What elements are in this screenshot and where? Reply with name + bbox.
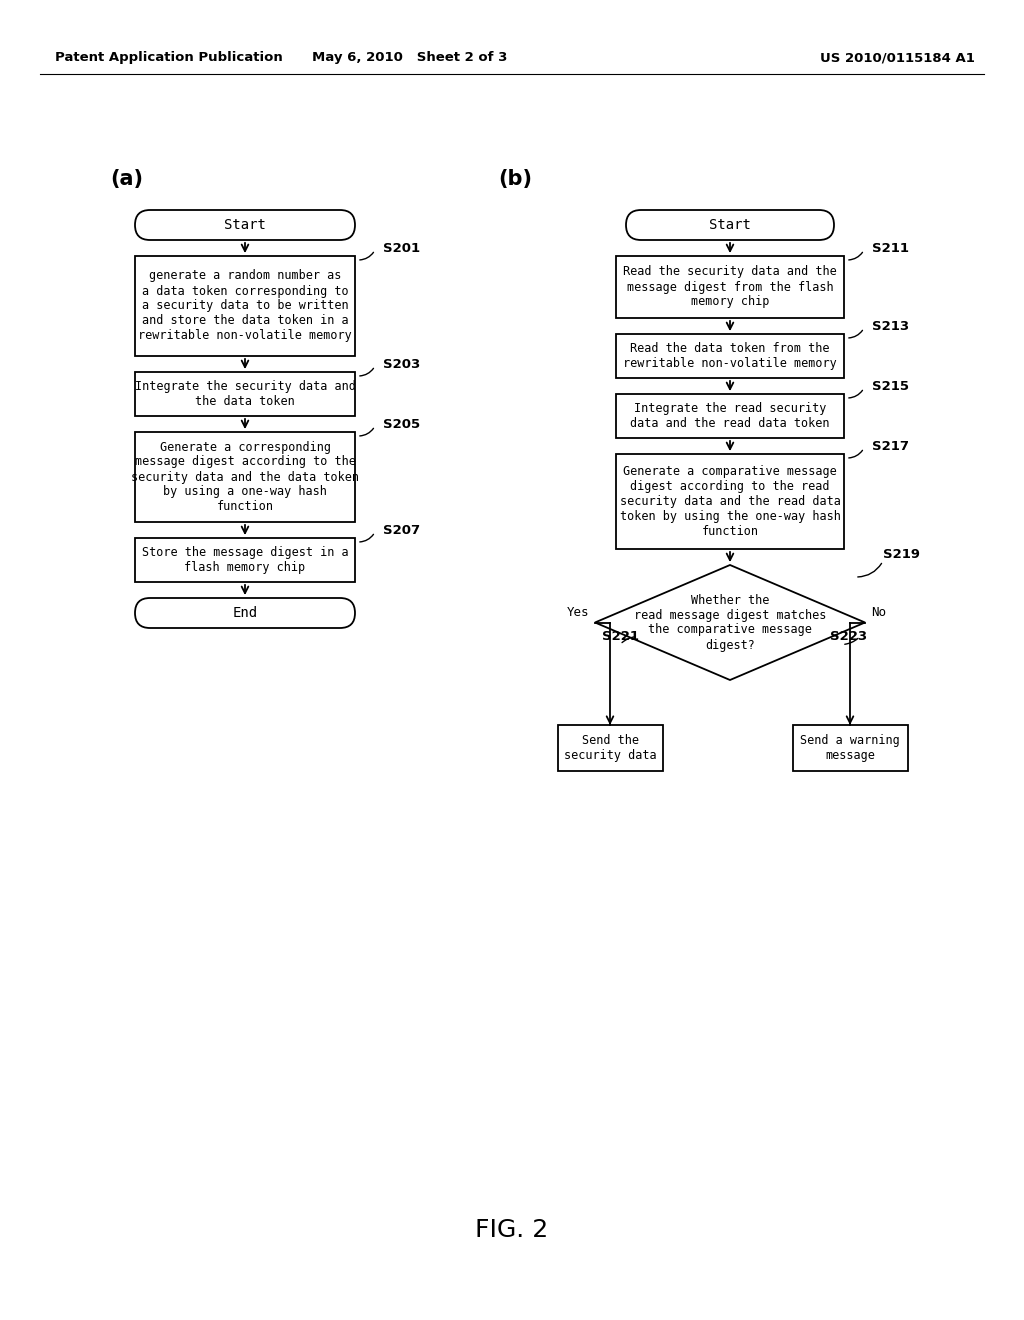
Text: (b): (b) xyxy=(498,169,532,189)
Text: End: End xyxy=(232,606,258,620)
Text: Send the
security data: Send the security data xyxy=(563,734,656,762)
FancyBboxPatch shape xyxy=(135,598,355,628)
Text: S221: S221 xyxy=(602,631,639,644)
Text: S203: S203 xyxy=(383,358,420,371)
Text: Read the security data and the
message digest from the flash
memory chip: Read the security data and the message d… xyxy=(624,265,837,309)
Text: S211: S211 xyxy=(872,242,909,255)
Text: S215: S215 xyxy=(872,380,909,392)
Text: US 2010/0115184 A1: US 2010/0115184 A1 xyxy=(820,51,975,65)
Text: Store the message digest in a
flash memory chip: Store the message digest in a flash memo… xyxy=(141,546,348,574)
Bar xyxy=(616,256,844,318)
Bar xyxy=(793,725,907,771)
Text: Integrate the security data and
the data token: Integrate the security data and the data… xyxy=(134,380,355,408)
Bar xyxy=(616,334,844,378)
Text: FIG. 2: FIG. 2 xyxy=(475,1218,549,1242)
Text: May 6, 2010   Sheet 2 of 3: May 6, 2010 Sheet 2 of 3 xyxy=(312,51,508,65)
Polygon shape xyxy=(595,565,865,680)
Bar xyxy=(135,256,355,356)
Text: Read the data token from the
rewritable non-volatile memory: Read the data token from the rewritable … xyxy=(624,342,837,370)
FancyBboxPatch shape xyxy=(626,210,834,240)
Text: No: No xyxy=(871,606,886,619)
Text: S213: S213 xyxy=(872,319,909,333)
Bar xyxy=(616,393,844,438)
Text: S217: S217 xyxy=(872,440,909,453)
Text: Send a warning
message: Send a warning message xyxy=(800,734,900,762)
Text: S201: S201 xyxy=(383,242,420,255)
Text: S223: S223 xyxy=(830,631,867,644)
Text: Whether the
read message digest matches
the comparative message
digest?: Whether the read message digest matches … xyxy=(634,594,826,652)
Text: S219: S219 xyxy=(883,549,920,561)
Bar xyxy=(616,454,844,549)
Text: Yes: Yes xyxy=(567,606,590,619)
Text: S207: S207 xyxy=(383,524,420,536)
Bar xyxy=(557,725,663,771)
Text: generate a random number as
a data token corresponding to
a security data to be : generate a random number as a data token… xyxy=(138,269,352,342)
Text: Generate a corresponding
message digest according to the
security data and the d: Generate a corresponding message digest … xyxy=(131,441,359,513)
Bar xyxy=(135,539,355,582)
Text: Generate a comparative message
digest according to the read
security data and th: Generate a comparative message digest ac… xyxy=(620,465,841,539)
Text: S205: S205 xyxy=(383,417,420,430)
FancyBboxPatch shape xyxy=(135,210,355,240)
Text: (a): (a) xyxy=(110,169,143,189)
Text: Integrate the read security
data and the read data token: Integrate the read security data and the… xyxy=(630,403,829,430)
Text: Start: Start xyxy=(224,218,266,232)
Text: Patent Application Publication: Patent Application Publication xyxy=(55,51,283,65)
Bar xyxy=(135,372,355,416)
Text: Start: Start xyxy=(709,218,751,232)
Bar xyxy=(135,432,355,521)
